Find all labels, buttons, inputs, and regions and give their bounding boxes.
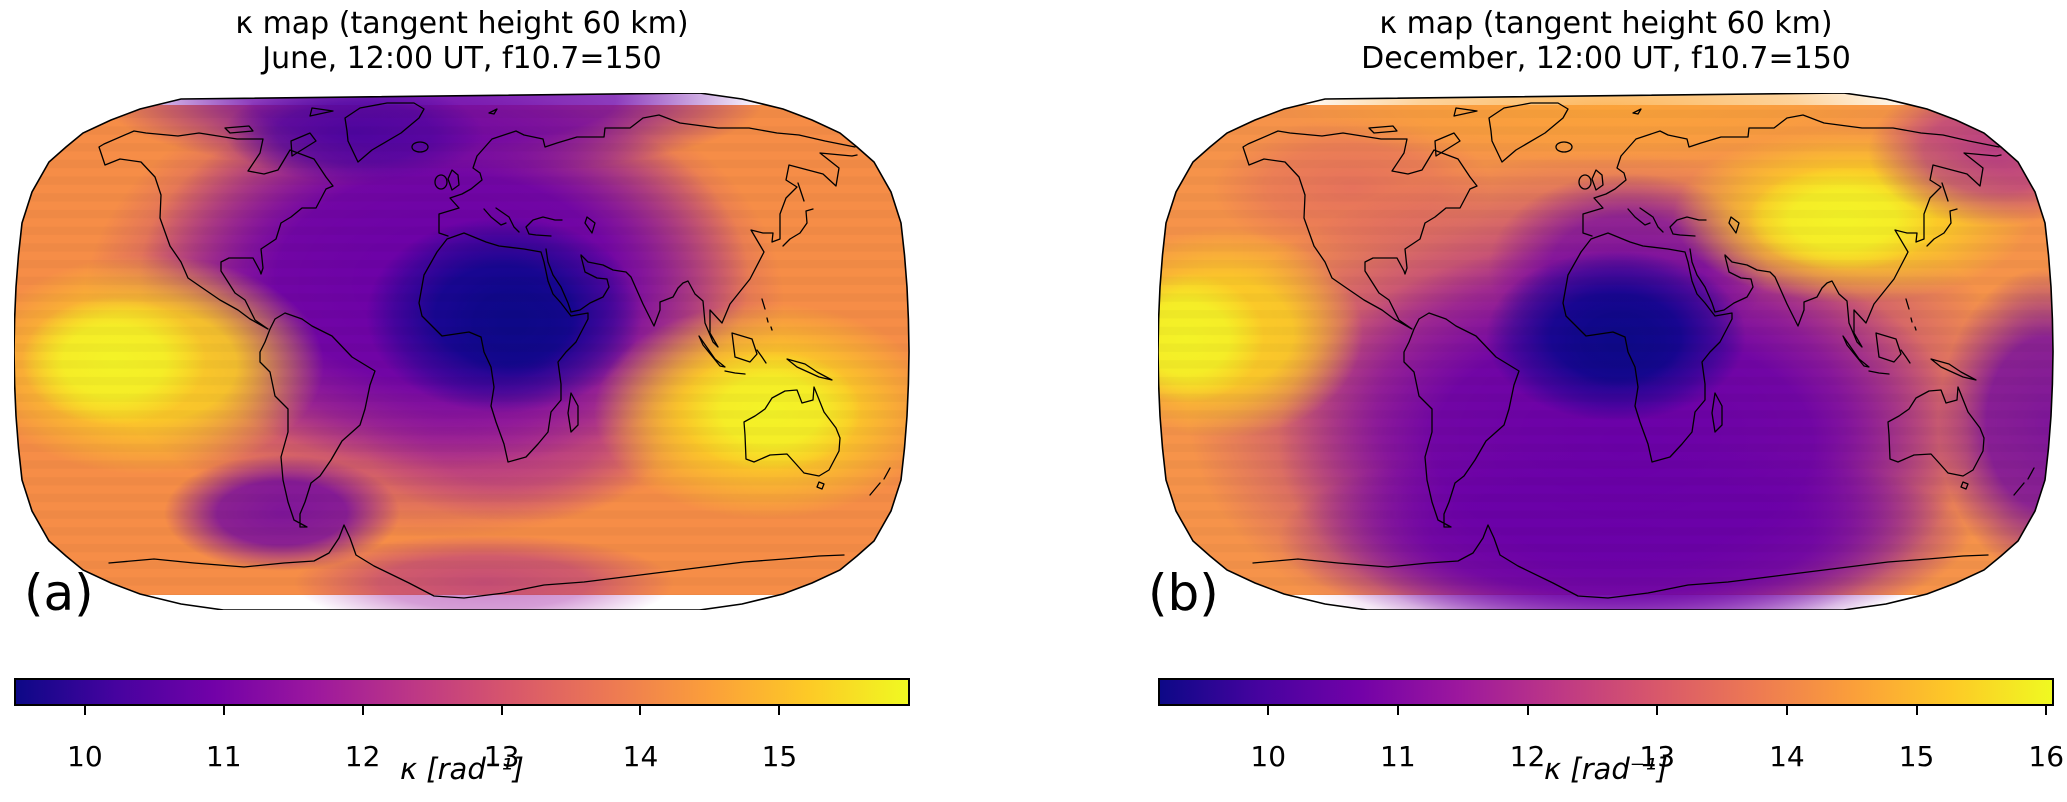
map-b-robinson-projection — [1158, 93, 2054, 610]
kappa-field-june — [14, 93, 909, 610]
colorbar-tick — [1656, 706, 1659, 715]
panel-b-title-line2: December, 12:00 UT, f10.7=150 — [1361, 41, 1851, 76]
colorbar-tick-label: 15 — [1898, 740, 1935, 773]
map-a-robinson-projection — [14, 93, 910, 610]
colorbar-tick-label: 14 — [1769, 740, 1805, 773]
colorbar-tick-label: 11 — [1380, 740, 1416, 773]
colorbar-a-ticks: 10 11 12 13 14 15 — [14, 706, 910, 776]
colorbar-tick-label: 14 — [622, 740, 659, 773]
colorbar-a: 10 11 12 13 14 15 κ [rad⁻¹] — [14, 678, 910, 796]
panel-b-title-line1: κ map (tangent height 60 km) — [1379, 6, 1833, 41]
colorbar-tick — [2045, 706, 2048, 715]
colorbar-b-axis-label: κ [rad⁻¹] — [1544, 752, 1668, 786]
panel-a-corner-label: (a) — [24, 564, 94, 622]
colorbar-b-ticks: 10 11 12 13 14 15 16 — [1158, 706, 2064, 776]
colorbar-tick — [1785, 706, 1788, 715]
colorbar-tick — [222, 706, 225, 715]
colorbar-tick — [1396, 706, 1399, 715]
kappa-field-december — [1158, 93, 2053, 610]
panel-a-title-line1: κ map (tangent height 60 km) — [235, 6, 689, 41]
colorbar-tick — [1915, 706, 1918, 715]
colorbar-tick-label: 16 — [2028, 740, 2065, 773]
colorbar-a-axis-label: κ [rad⁻¹] — [400, 752, 524, 786]
panel-b-title: κ map (tangent height 60 km) December, 1… — [1158, 6, 2054, 76]
colorbar-a-gradient-bar — [14, 678, 910, 706]
colorbar-tick-label: 10 — [67, 740, 103, 773]
panel-b-corner-label: (b) — [1148, 564, 1219, 622]
colorbar-tick — [778, 706, 781, 715]
colorbar-tick — [1526, 706, 1529, 715]
panel-a-title-line2: June, 12:00 UT, f10.7=150 — [262, 41, 662, 76]
colorbar-tick-label: 12 — [344, 740, 381, 773]
panel-a-title: κ map (tangent height 60 km) June, 12:00… — [14, 6, 910, 76]
colorbar-tick-label: 12 — [1509, 740, 1546, 773]
colorbar-b: 10 11 12 13 14 15 16 κ [rad⁻¹] — [1158, 678, 2064, 796]
colorbar-tick — [361, 706, 364, 715]
colorbar-tick-label: 13 — [483, 740, 520, 773]
colorbar-tick — [639, 706, 642, 715]
colorbar-tick-label: 13 — [1639, 740, 1676, 773]
colorbar-tick — [1267, 706, 1270, 715]
colorbar-tick — [500, 706, 503, 715]
colorbar-b-gradient-bar — [1158, 678, 2054, 706]
colorbar-tick-label: 11 — [205, 740, 242, 773]
colorbar-tick-label: 15 — [761, 740, 798, 773]
colorbar-tick — [83, 706, 86, 715]
colorbar-tick-label: 10 — [1250, 740, 1287, 773]
